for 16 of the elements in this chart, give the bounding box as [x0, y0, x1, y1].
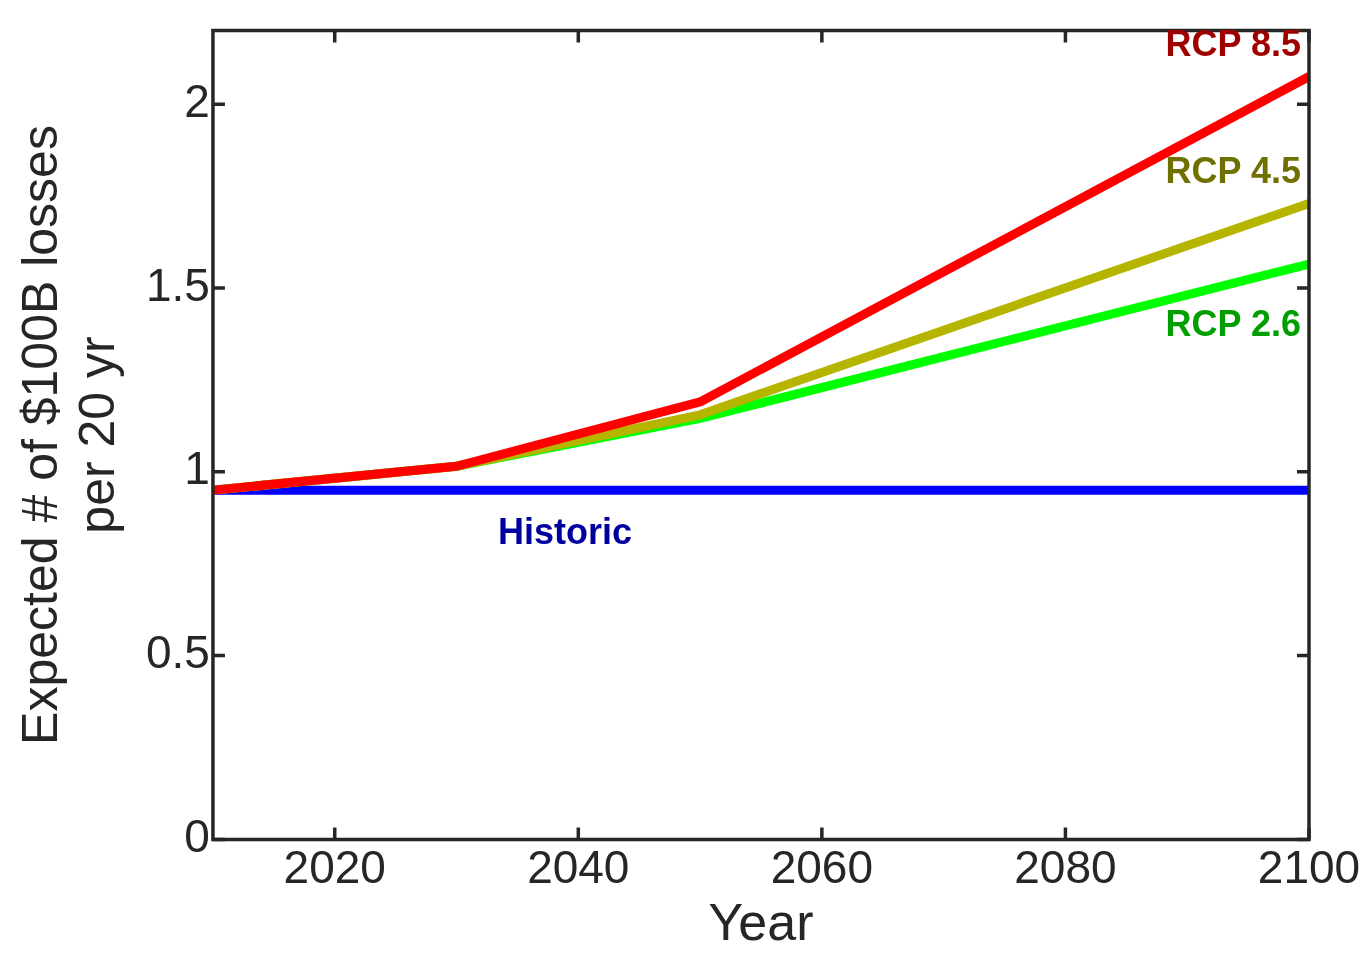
series-label: RCP 4.5	[1165, 150, 1301, 192]
x-tick-label: 2040	[527, 840, 630, 893]
x-tick-label: 2080	[1014, 840, 1117, 893]
x-tick-label: 2020	[283, 840, 386, 893]
y-axis-title: Expected # of $100B losses per 20 yr	[11, 125, 126, 745]
series-label: RCP 8.5	[1165, 23, 1301, 65]
series-label: Historic	[497, 511, 632, 553]
x-tick-label: 2100	[1257, 840, 1361, 893]
y-tick-label: 2	[184, 74, 210, 127]
x-tick-label: 2060	[770, 840, 874, 893]
x-axis-title: Year	[708, 893, 814, 952]
y-tick-label: 0	[184, 810, 210, 863]
y-tick-label: 1.5	[145, 258, 210, 311]
y-tick-label: 1	[184, 442, 210, 495]
y-tick-label: 0.5	[145, 626, 210, 679]
series-label: RCP 2.6	[1165, 302, 1301, 344]
